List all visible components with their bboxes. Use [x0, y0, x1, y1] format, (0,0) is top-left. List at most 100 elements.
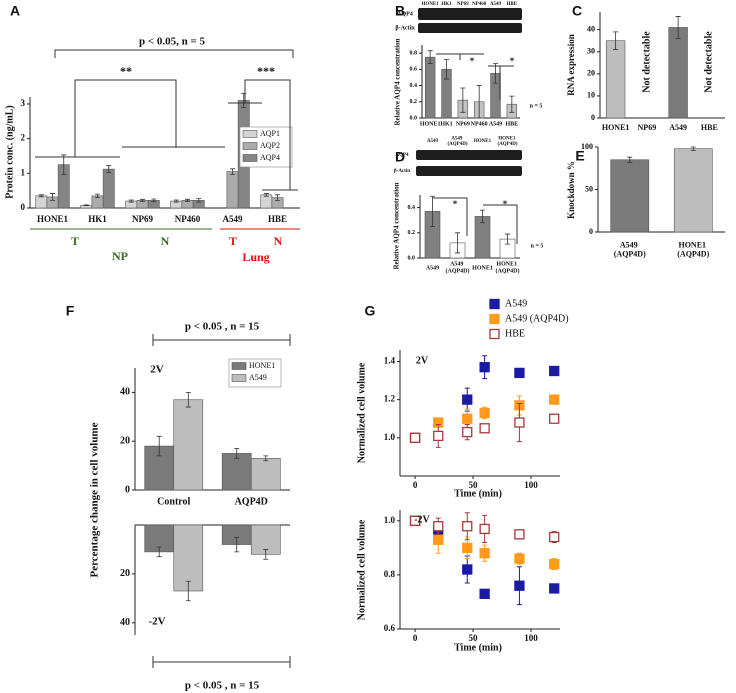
marker [514, 580, 525, 591]
error-bar [427, 50, 433, 65]
error-bar [38, 194, 44, 198]
marker [514, 529, 525, 540]
bar [260, 194, 273, 209]
y-tick-label: 0.8 [384, 569, 396, 579]
x-tick-label: HBE [505, 121, 518, 127]
annotation: p < 0.05, n = 5 [139, 36, 206, 48]
error-bar [173, 199, 179, 203]
blot-label: HK1 [441, 2, 452, 7]
x-tick-label: 100 [524, 633, 538, 643]
y-tick-label: 40 [120, 387, 130, 398]
error-bar [128, 199, 134, 203]
marker [549, 558, 560, 570]
marker [479, 423, 490, 434]
annotation: 2V [150, 364, 164, 376]
x-tick-label: A549 [489, 121, 502, 127]
error-bar [95, 193, 100, 198]
error-bar [460, 87, 466, 113]
x-tick-label: 0 [413, 480, 418, 490]
legend-label: AQP4 [260, 153, 280, 162]
annotation: ** [120, 64, 132, 78]
x-axis-label: Time (min) [454, 488, 502, 499]
y-tick-label: 0.6 [410, 67, 418, 73]
panel-letter: B [395, 3, 405, 19]
blot-band [418, 23, 522, 33]
marker [462, 564, 473, 575]
legend-label: A549 (AQP4D) [505, 313, 569, 324]
legend-marker [489, 298, 500, 310]
error-bar [275, 194, 280, 201]
y-tick-label: 0.0 [410, 115, 418, 121]
blot-label: HONE1 [422, 2, 440, 7]
y-tick-label: 50 [585, 184, 593, 193]
blot-band [418, 8, 522, 20]
y-tick-label: 100 [581, 142, 593, 151]
annotation: p < 0.05 , n = 15 [185, 680, 260, 692]
y-tick-label: 1 [21, 167, 26, 177]
y-axis-label: Knockdown % [566, 161, 576, 219]
error-bar [106, 165, 112, 174]
y-tick-label: 0.2 [410, 99, 418, 105]
error-bar [613, 31, 619, 50]
bracket [54, 49, 294, 58]
annotation: AQP4 [395, 153, 409, 158]
legend-label: HONE1 [249, 361, 275, 370]
marker [433, 521, 444, 532]
legend-swatch [242, 130, 258, 138]
x-tick-label: A549 (AQP4D) [614, 240, 646, 258]
error-bar [196, 198, 202, 203]
error-bar [151, 198, 157, 203]
x-tick-label: HBE [268, 214, 287, 224]
annotation: p < 0.05 , n = 15 [185, 321, 260, 333]
error-bar [156, 435, 162, 457]
bar [173, 524, 204, 592]
bracket [74, 79, 177, 157]
legend-swatch [242, 154, 258, 162]
legend-label: AQP2 [260, 141, 280, 150]
y-tick-label: 2 [21, 133, 26, 143]
error-bar [263, 455, 269, 462]
bar [226, 171, 239, 209]
annotation: 2V [416, 355, 429, 366]
error-bar [493, 63, 498, 84]
marker [514, 367, 525, 379]
marker [433, 430, 444, 442]
legend-swatch [242, 142, 258, 150]
blot-label: A549 [427, 139, 439, 144]
error-bar [61, 154, 67, 175]
annotation: AQP4 [397, 11, 413, 17]
error-bar [509, 95, 515, 113]
blot-label: HONE1 (AQP4D) [498, 136, 518, 147]
blot-label: A549 (AQP4D) [448, 136, 468, 147]
x-tick-label: NP69 [132, 214, 153, 224]
x-tick-label: 50 [469, 480, 479, 490]
legend-label: A549 [249, 373, 267, 382]
y-tick-label: 30 [587, 47, 595, 56]
error-bar [263, 549, 269, 560]
error-bar [185, 198, 190, 202]
panel-letter: C [572, 3, 582, 19]
panel-letter: E [575, 148, 584, 164]
y-tick-label: 0 [125, 484, 130, 495]
marker [409, 432, 421, 443]
annotation: β-Actin [395, 25, 415, 31]
y-tick-label: 1.0 [384, 515, 396, 525]
x-tick-label: 100 [524, 480, 538, 490]
x-tick-label: A549 [669, 123, 687, 132]
error-bar [455, 232, 460, 254]
panel-letter: D [395, 149, 405, 165]
annotation: N [274, 234, 283, 248]
bar [173, 399, 204, 491]
y-tick-label: 40 [120, 617, 130, 628]
annotation: * [470, 56, 475, 66]
marker [462, 394, 473, 405]
bar [250, 457, 281, 491]
blot-band [416, 166, 522, 176]
error-bar [263, 193, 269, 197]
marker [549, 531, 560, 543]
annotation: * [503, 199, 508, 209]
marker [409, 515, 421, 526]
annotation: * [453, 199, 458, 209]
marker [549, 583, 560, 594]
y-tick-label: 3 [21, 98, 26, 108]
